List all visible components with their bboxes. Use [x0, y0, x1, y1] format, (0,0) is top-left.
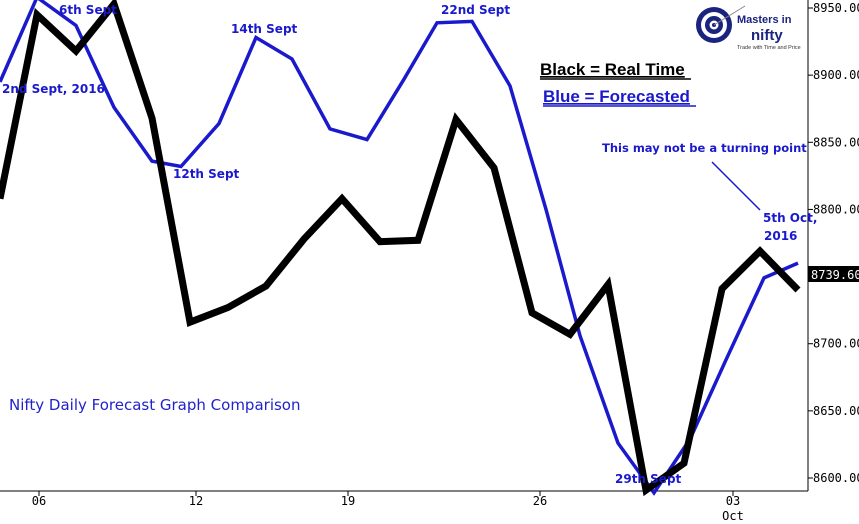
x-tick-label: 03	[726, 494, 740, 508]
label-22nd-sept: 22nd Sept	[441, 3, 510, 17]
label-5th-oct: 5th Oct,	[763, 211, 817, 225]
y-tick-label: 8850.00	[813, 135, 859, 149]
x-axis-ticks: 06 12 19 26 03	[32, 491, 740, 508]
x-tick-label: 26	[533, 494, 547, 508]
label-14th-sept: 14th Sept	[231, 22, 298, 36]
annotation-arrow	[711, 161, 761, 211]
x-tick-label: 12	[189, 494, 203, 508]
label-29th-sept: 29th Sept	[615, 472, 682, 486]
y-tick-label: 8650.00	[813, 404, 859, 418]
annotation-turning-point: This may not be a turning point	[602, 141, 807, 155]
series-line-real-time	[0, 0, 801, 497]
x-tick-label: 06	[32, 494, 46, 508]
logo-line2: nifty	[751, 27, 783, 44]
y-tick-label: 8900.00	[813, 68, 859, 82]
y-axis-ticks: 8600.008650.008700.008750.008800.008850.…	[808, 1, 859, 485]
y-tick-label: 8700.00	[813, 337, 859, 351]
label-2016: 2016	[764, 229, 797, 243]
label-2nd-sept: 2nd Sept, 2016	[2, 82, 105, 96]
last-price-label: 8739.60	[811, 268, 859, 282]
legend-real-time: Black = Real Time	[540, 60, 685, 79]
y-tick-label: 8600.00	[813, 471, 859, 485]
logo-line1: Masters in	[737, 14, 792, 26]
y-tick-label: 8950.00	[813, 1, 859, 15]
masters-in-nifty-logo: Masters in nifty Trade with Time and Pri…	[696, 5, 801, 51]
x-tick-label: 19	[341, 494, 355, 508]
last-price-box: 8739.60	[808, 266, 859, 282]
y-tick-label: 8800.00	[813, 202, 859, 216]
x-month-label: Oct	[722, 509, 744, 523]
chart-caption: Nifty Daily Forecast Graph Comparison	[9, 396, 300, 414]
legend-forecasted: Blue = Forecasted	[543, 87, 690, 106]
logo-tagline: Trade with Time and Price	[737, 45, 801, 51]
label-12th-sept: 12th Sept	[173, 167, 240, 181]
label-6th-sept: 6th Sept	[59, 3, 117, 17]
